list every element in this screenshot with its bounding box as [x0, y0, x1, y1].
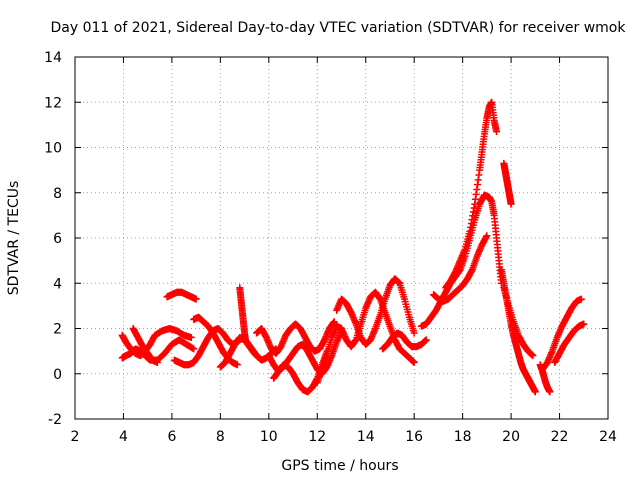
series-track-q — [430, 232, 491, 305]
y-tick-label: 0 — [53, 367, 62, 383]
data-point — [529, 352, 537, 360]
y-tick-label: 12 — [44, 95, 62, 111]
series-track-l — [313, 288, 418, 387]
x-tick-label: 20 — [502, 429, 520, 445]
data-point — [330, 318, 338, 326]
series-track-s — [497, 266, 539, 396]
data-point — [190, 345, 198, 353]
x-tick-label: 24 — [599, 429, 617, 445]
series-track-i — [253, 318, 338, 357]
data-point — [410, 329, 418, 337]
x-tick-label: 14 — [357, 429, 375, 445]
x-tick-label: 18 — [454, 429, 472, 445]
data-point — [493, 128, 501, 136]
data-point — [410, 358, 418, 366]
x-tick-label: 2 — [71, 429, 80, 445]
y-tick-label: 4 — [53, 276, 62, 292]
series-track-d — [163, 288, 200, 303]
y-tick-label: 10 — [44, 141, 62, 157]
series-track-v — [539, 295, 585, 373]
data-points — [118, 98, 588, 396]
data-point — [577, 295, 585, 303]
data-point — [483, 232, 491, 240]
x-axis-title: GPS time / hours — [281, 458, 398, 474]
series-track-b — [118, 336, 198, 364]
x-tick-label: 12 — [308, 429, 326, 445]
y-tick-label: -2 — [48, 412, 62, 428]
data-point — [192, 295, 200, 303]
data-point — [255, 354, 263, 362]
series-track-p — [442, 98, 501, 292]
series-track-r — [500, 159, 515, 208]
x-tick-label: 8 — [216, 429, 225, 445]
data-point — [153, 358, 161, 366]
data-point — [187, 334, 195, 342]
axis-ticks — [74, 56, 609, 420]
x-tick-label: 4 — [119, 429, 128, 445]
data-point — [242, 338, 250, 346]
y-tick-label: 14 — [44, 50, 62, 66]
series-track-h — [236, 284, 250, 346]
data-point — [580, 320, 588, 328]
y-tick-label: 2 — [53, 322, 62, 338]
series-track-t — [500, 284, 537, 360]
x-tick-label: 6 — [167, 429, 176, 445]
data-point — [546, 388, 554, 396]
data-point — [422, 336, 430, 344]
chart-title: Day 011 of 2021, Sidereal Day-to-day VTE… — [51, 20, 627, 36]
y-axis-title: SDTVAR / TECUs — [6, 181, 22, 296]
grid-lines — [75, 57, 608, 419]
x-tick-label: 10 — [260, 429, 278, 445]
series-track-w — [551, 320, 588, 366]
x-tick-label: 22 — [551, 429, 569, 445]
data-point — [233, 361, 241, 369]
y-tick-label: 8 — [53, 186, 62, 202]
data-point — [531, 388, 539, 396]
series-track-n — [379, 329, 430, 353]
x-tick-label: 16 — [405, 429, 423, 445]
series-track-m — [333, 275, 418, 348]
series-track-c — [129, 325, 161, 366]
data-point — [507, 200, 515, 208]
y-tick-label: 6 — [53, 231, 62, 247]
y-tick-labels: -2 0 2 4 6 8 10 12 14 — [44, 50, 62, 428]
x-tick-labels: 2 4 6 8 10 12 14 16 18 20 22 24 — [71, 429, 617, 445]
